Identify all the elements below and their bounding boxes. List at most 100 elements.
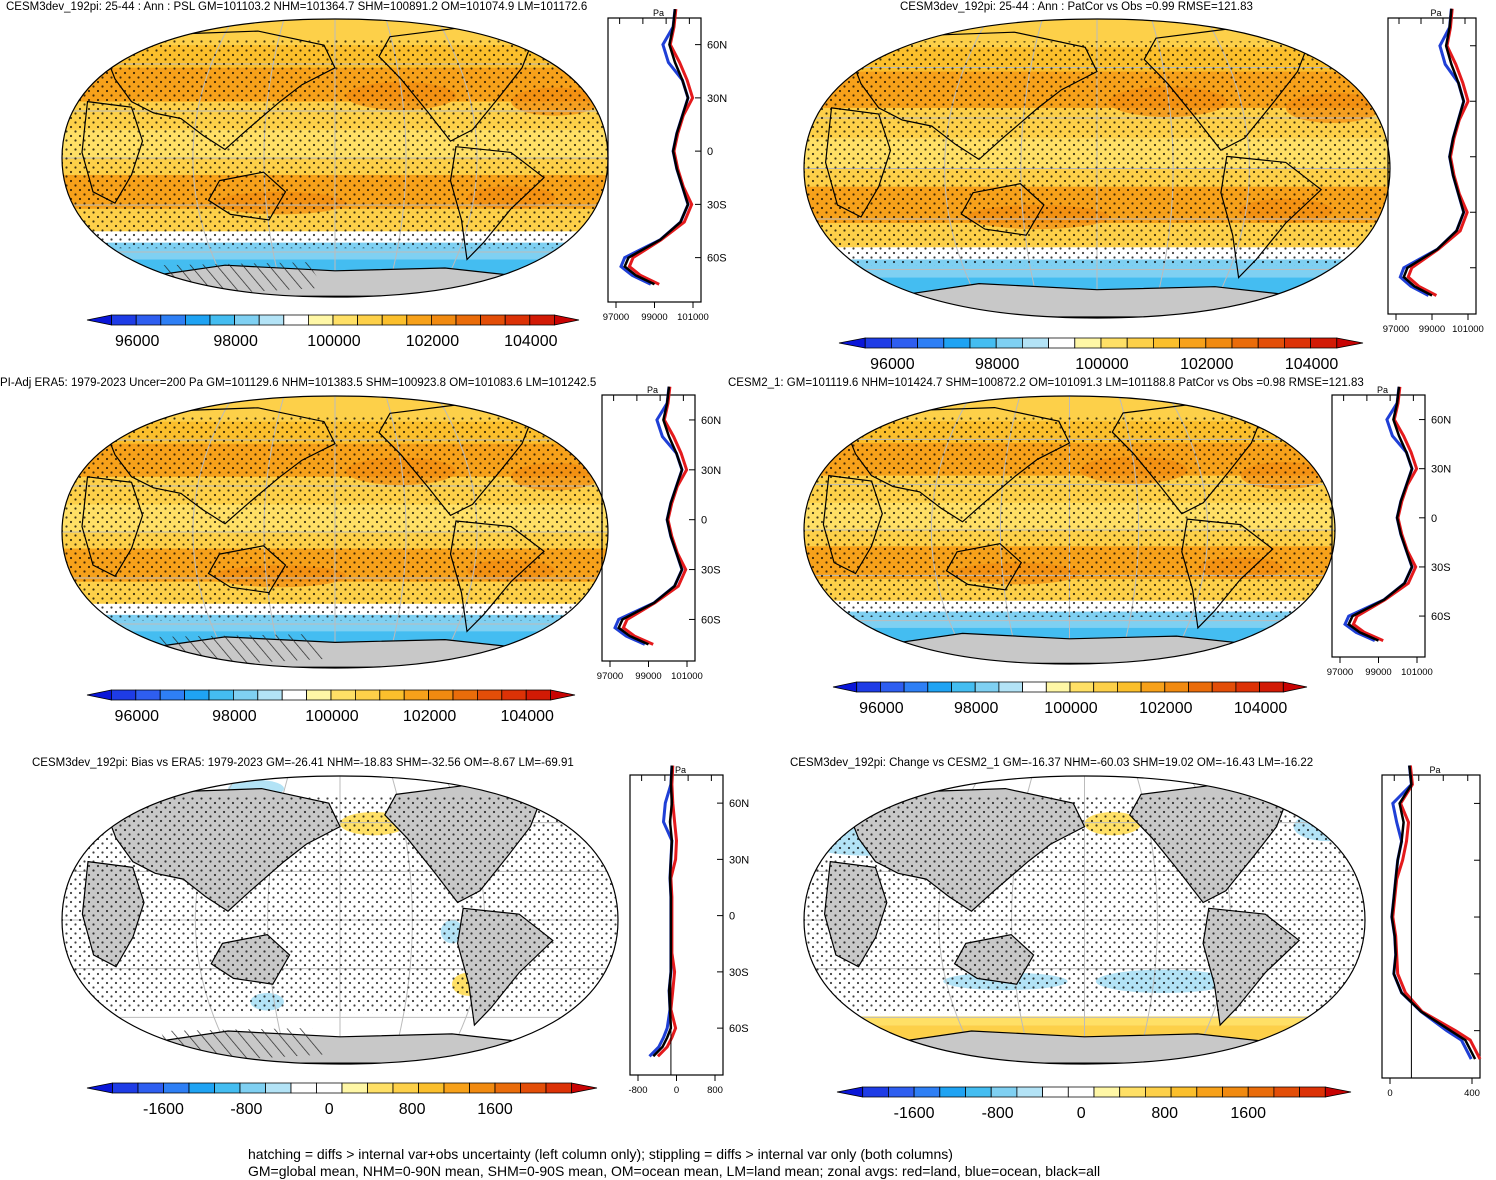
colorbar-swatch (520, 1082, 547, 1094)
colorbar-swatch (208, 689, 234, 701)
zonal-profile-bias: Pa 60N 30N 0 30S 60S -800 0 800 (628, 765, 749, 1096)
colorbar-label: 96000 (859, 700, 904, 717)
land-zonal-mean-line (1406, 8, 1470, 297)
colorbar-swatch (1231, 337, 1259, 349)
lat-tick-label: 30N (707, 93, 727, 105)
panel-title-era5: PI-Adj ERA5: 1979-2023 Uncer=200 Pa GM=1… (0, 377, 597, 389)
x-tick-label: 101000 (671, 671, 703, 682)
colorbar-swatch (974, 681, 1000, 693)
colorbar-swatch (403, 689, 430, 701)
all-zonal-mean-line (623, 8, 690, 286)
map-change (803, 775, 1366, 1065)
colorbar-label: 1600 (477, 1101, 513, 1118)
colorbar-swatch (406, 314, 432, 326)
colorbar-label: 100000 (307, 333, 360, 350)
colorbar-label: 98000 (975, 356, 1020, 373)
colorbar-swatch (135, 689, 161, 701)
panel-title-change: CESM3dev_192pi: Change vs CESM2_1 GM=-16… (790, 757, 1314, 769)
colorbar-swatch (455, 314, 482, 326)
colorbar-swatch (1042, 1086, 1069, 1098)
colorbar-swatch (1273, 1086, 1301, 1098)
lat-tick-label: 60S (707, 253, 727, 265)
zonal-profile-change: Pa 0 400 (1381, 765, 1482, 1099)
colorbar-swatch (927, 681, 952, 693)
footnote-line-1: hatching = diffs > internal var+obs unce… (248, 1146, 953, 1162)
panel-title-bias: CESM3dev_192pi: Bias vs ERA5: 1979-2023 … (32, 757, 574, 769)
colorbar-label: 0 (1077, 1105, 1086, 1122)
colorbar-swatch (290, 1082, 317, 1094)
colorbar-label: 800 (399, 1101, 426, 1118)
colorbar-swatch (951, 681, 976, 693)
colorbar-swatch (494, 1082, 521, 1094)
x-tick-label: -800 (628, 1085, 647, 1096)
colorbar-swatch (832, 681, 858, 693)
x-tick-label: 97000 (1383, 324, 1409, 335)
x-tick-label: 99000 (635, 671, 661, 682)
colorbar-change: -1600 -800 0 800 1600 (836, 1086, 1352, 1122)
colorbar-swatch (990, 1086, 1018, 1098)
all-zonal-mean-line (1347, 386, 1414, 642)
colorbar-label: 100000 (305, 708, 358, 725)
colorbar-swatch (137, 1082, 164, 1094)
stippling (62, 39, 608, 249)
colorbar-swatch (1074, 337, 1102, 349)
map-outline (61, 18, 609, 298)
map-outline (61, 395, 609, 669)
colorbar-swatch (476, 689, 503, 701)
lat-tick-label: 60S (701, 614, 721, 626)
profile-unit-label: Pa (1430, 8, 1441, 18)
colorbar-swatch (188, 1082, 215, 1094)
colorbar-swatch (501, 689, 527, 701)
map-outline (803, 775, 1366, 1065)
colorbar-swatch (880, 681, 905, 693)
lat-tick-label: 0 (1431, 513, 1437, 525)
footnote-line-2: GM=global mean, NHM=0-90N mean, SHM=0-90… (248, 1163, 1101, 1179)
colorbar-swatch (469, 1082, 496, 1094)
colorbar-swatch (903, 681, 929, 693)
panel-title-model-psl: CESM3dev_192pi: 25-44 : Ann : PSL GM=101… (6, 1, 588, 13)
colorbar-swatch (1045, 681, 1071, 693)
colorbar-swatch (232, 689, 259, 701)
lat-tick-label: 30N (701, 465, 721, 477)
colorbar-label: 98000 (213, 333, 258, 350)
stippling (62, 416, 608, 621)
all-zonal-mean-line (617, 386, 684, 646)
map-outline (61, 775, 619, 1065)
colorbar-swatch (1126, 337, 1154, 349)
colorbar-swatch (995, 337, 1023, 349)
colorbar-label: 100000 (1075, 356, 1128, 373)
map-outline (803, 18, 1391, 319)
colorbar-swatch (86, 689, 112, 701)
x-tick-label: 97000 (597, 671, 623, 682)
colorbar-label: -1600 (143, 1101, 184, 1118)
lat-tick-label: 60N (707, 40, 727, 52)
colorbar-swatch (392, 1082, 419, 1094)
land-zonal-mean-line (627, 8, 695, 286)
all-zonal-mean-line (1402, 8, 1466, 297)
map-field (62, 19, 608, 297)
colorbar-swatch (1164, 681, 1189, 693)
colorbar-swatch (1093, 681, 1118, 693)
colorbar-cesm2: 96000 98000 100000 102000 104000 (832, 681, 1308, 717)
colorbar-swatch (1299, 1086, 1326, 1098)
colorbar-swatch (1140, 681, 1166, 693)
all-zonal-mean-line (652, 765, 674, 1058)
colorbar-label: 104000 (1234, 700, 1287, 717)
colorbar-swatch (1179, 337, 1207, 349)
colorbar-swatch (939, 1086, 966, 1098)
map-model-psl (61, 18, 609, 298)
lat-tick-label: 30S (729, 967, 749, 979)
colorbar-swatch (1016, 1086, 1044, 1098)
colorbar-label: 96000 (115, 333, 160, 350)
x-tick-label: 101000 (1452, 324, 1484, 335)
colorbar-swatch (1170, 1086, 1198, 1098)
stippling (62, 797, 618, 1014)
colorbar-swatch (265, 1082, 292, 1094)
colorbar-label: 1600 (1230, 1105, 1266, 1122)
lat-tick-label: 30S (1431, 562, 1451, 574)
colorbar-bias: -1600 -800 0 800 1600 (86, 1082, 598, 1118)
x-tick-label: 0 (674, 1085, 679, 1096)
profile-unit-label: Pa (647, 385, 658, 395)
colorbar-swatch (965, 1086, 992, 1098)
zonal-profile-era5: Pa 60N 30N 0 30S 60S 97000 99000 101000 (597, 385, 721, 682)
